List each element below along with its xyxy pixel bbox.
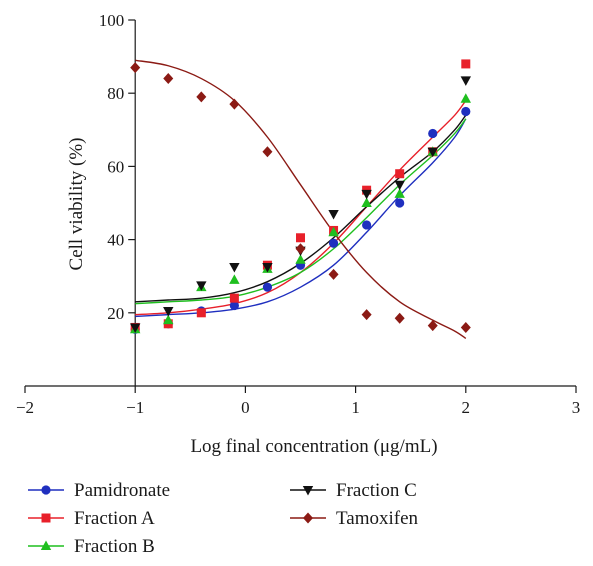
tamoxifen-fit-curve	[135, 59, 467, 340]
fraction-c-point	[196, 281, 207, 291]
legend-label: Tamoxifen	[336, 508, 419, 529]
data-points	[130, 59, 471, 334]
fraction-b-point	[460, 93, 471, 103]
x-tick-label: −2	[16, 398, 34, 417]
pamidronate-fit-curve	[135, 118, 467, 318]
tamoxifen-point	[229, 98, 240, 110]
fit-curves	[135, 59, 467, 340]
fraction-a-point	[296, 233, 305, 243]
legend-label: Fraction C	[336, 480, 417, 501]
tamoxifen-point	[361, 309, 372, 321]
x-tick-label: −1	[126, 398, 144, 417]
legend-item-tamoxifen: Tamoxifen	[290, 508, 419, 529]
pamidronate-point	[395, 198, 405, 208]
fraction-c-point	[130, 323, 141, 333]
legend-label: Fraction B	[74, 536, 155, 557]
fraction-b-point	[394, 188, 405, 198]
y-axis-label: Cell viability (%)	[66, 138, 87, 271]
fraction-c-point	[361, 189, 372, 200]
y-tick-label: 100	[99, 11, 125, 30]
y-ticks: 20 40 60 80 100	[99, 11, 136, 323]
x-axis-label: Log final concentration (μg/mL)	[190, 436, 437, 457]
fraction-c-point	[229, 263, 240, 273]
fraction-c-point	[460, 76, 471, 86]
legend-label: Pamidronate	[74, 480, 170, 501]
tamoxifen-point	[196, 91, 207, 103]
x-tick-label: 1	[351, 398, 360, 417]
fraction-a-point	[229, 293, 239, 303]
x-tick-label: 3	[572, 398, 581, 417]
fraction-b-point	[361, 197, 372, 207]
fraction-a-point	[196, 308, 206, 318]
tamoxifen-point	[262, 146, 273, 158]
fraction-b-point	[295, 254, 306, 264]
tamoxifen-point	[130, 62, 141, 74]
tamoxifen-point	[295, 243, 306, 255]
fraction-c-point	[262, 263, 273, 273]
x-tick-label: 2	[462, 398, 471, 417]
fraction-c-point	[163, 306, 174, 317]
legend-marker	[303, 512, 313, 524]
fraction-b-point	[229, 274, 240, 284]
fraction-a-fit-curve	[135, 100, 467, 316]
fraction-b-point	[163, 314, 174, 325]
tamoxifen-point	[427, 320, 438, 332]
legend-item-fraction-b: Fraction B	[28, 536, 155, 557]
fraction-c-point	[328, 209, 339, 220]
pamidronate-point	[229, 300, 239, 311]
y-tick-label: 60	[107, 157, 124, 176]
legend-marker	[41, 485, 51, 495]
legend-marker	[302, 486, 314, 496]
fraction-c-fit-curve	[135, 114, 467, 303]
y-tick-label: 20	[107, 304, 124, 323]
fraction-c-point	[427, 147, 438, 158]
pamidronate-point	[328, 238, 339, 248]
fraction-b-fit-curve	[135, 118, 467, 305]
tamoxifen-point	[394, 312, 405, 324]
y-tick-label: 80	[107, 84, 124, 103]
pamidronate-point	[362, 220, 372, 230]
pamidronate-point	[262, 282, 273, 292]
pamidronate-point	[461, 106, 471, 117]
fraction-a-point	[461, 59, 471, 69]
legend-marker	[40, 540, 52, 550]
fraction-c-point	[394, 180, 405, 191]
x-tick-label: 0	[241, 398, 250, 417]
y-tick-label: 40	[107, 231, 124, 250]
x-ticks: −2 −1 0 1 2 3	[16, 386, 580, 417]
tamoxifen-point	[328, 268, 339, 280]
tamoxifen-point	[163, 73, 174, 85]
plot-area: −2 −1 0 1 2 3 20 40 60 80 100	[16, 11, 580, 417]
legend-item-fraction-a: Fraction A	[28, 508, 155, 529]
legend-item-pamidronate: Pamidronate	[28, 480, 170, 501]
legend-label: Fraction A	[74, 508, 155, 529]
legend-marker	[41, 513, 51, 523]
fraction-a-point	[395, 169, 405, 179]
pamidronate-point	[428, 128, 438, 139]
legend-item-fraction-c: Fraction C	[290, 480, 417, 501]
tamoxifen-point	[460, 321, 471, 333]
legend: Pamidronate Fraction A Fraction B Fraction …	[28, 480, 419, 557]
fraction-b-point	[328, 226, 339, 237]
